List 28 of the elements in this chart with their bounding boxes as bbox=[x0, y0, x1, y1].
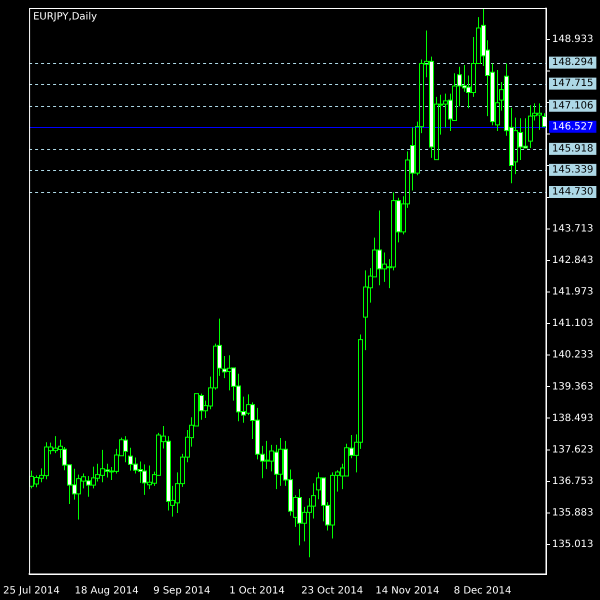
ref-line-label: 145.339 bbox=[552, 164, 594, 176]
ref-line-label: 147.715 bbox=[552, 78, 594, 90]
x-tick-label: 8 Dec 2014 bbox=[454, 586, 512, 597]
x-tick-label: 23 Oct 2014 bbox=[301, 586, 364, 597]
x-tick-label: 1 Oct 2014 bbox=[229, 586, 285, 597]
y-tick-label: 138.493 bbox=[552, 412, 594, 424]
x-tick-label: 9 Sep 2014 bbox=[153, 586, 210, 597]
chart-title: EURJPY,Daily bbox=[33, 12, 98, 23]
ref-line-label: 147.106 bbox=[552, 100, 594, 112]
candlestick bbox=[528, 104, 533, 149]
y-tick-label: 139.363 bbox=[552, 381, 594, 392]
y-tick-label: 137.623 bbox=[552, 444, 594, 456]
y-tick-label: 142.843 bbox=[552, 255, 594, 266]
x-tick-label: 14 Nov 2014 bbox=[375, 586, 440, 597]
y-tick-label: 136.753 bbox=[552, 476, 594, 487]
y-tick-label: 148.933 bbox=[552, 34, 594, 46]
y-tick-label: 135.883 bbox=[552, 508, 594, 519]
y-tick-label: 141.973 bbox=[552, 286, 594, 298]
y-tick-label: 143.713 bbox=[552, 223, 594, 234]
y-tick-label: 140.233 bbox=[552, 350, 594, 361]
y-tick-label: 135.013 bbox=[552, 539, 594, 550]
ref-line-label: 145.918 bbox=[552, 143, 594, 154]
x-tick-label: 25 Jul 2014 bbox=[3, 586, 60, 597]
x-tick-label: 18 Aug 2014 bbox=[74, 586, 139, 597]
ref-line-label: 144.730 bbox=[552, 186, 594, 198]
ref-line-label: 148.294 bbox=[552, 57, 594, 68]
y-tick-label: 141.103 bbox=[552, 318, 594, 330]
ref-line-label: 146.527 bbox=[552, 121, 594, 132]
